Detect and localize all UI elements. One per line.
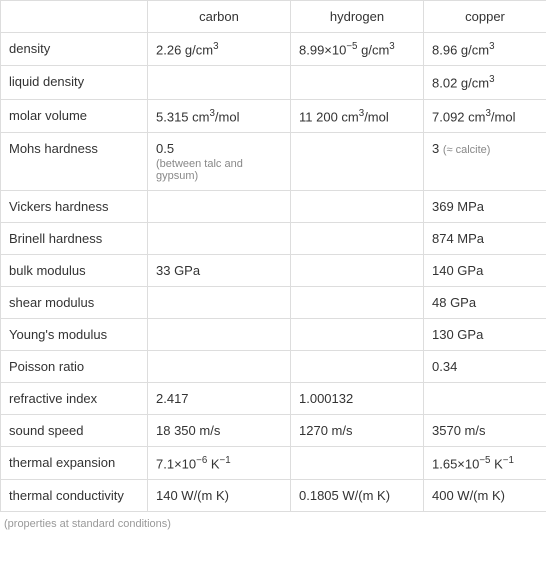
table-row: Mohs hardness0.5(between talc and gypsum… — [1, 132, 546, 190]
table-row: thermal conductivity140 W/(m K)0.1805 W/… — [1, 480, 546, 512]
cell-carbon — [148, 286, 291, 318]
table-row: bulk modulus33 GPa 140 GPa — [1, 254, 546, 286]
row-label: density — [1, 33, 148, 66]
cell-hydrogen — [291, 190, 424, 222]
table-row: sound speed18 350 m/s1270 m/s3570 m/s — [1, 414, 546, 446]
row-label: sound speed — [1, 414, 148, 446]
cell-hydrogen — [291, 318, 424, 350]
row-label: bulk modulus — [1, 254, 148, 286]
row-label: refractive index — [1, 382, 148, 414]
cell-copper: 7.092 cm3/mol — [424, 99, 546, 132]
cell-copper: 8.96 g/cm3 — [424, 33, 546, 66]
cell-carbon — [148, 350, 291, 382]
table-row: Brinell hardness 874 MPa — [1, 222, 546, 254]
cell-copper: 369 MPa — [424, 190, 546, 222]
cell-copper: 8.02 g/cm3 — [424, 66, 546, 99]
cell-hydrogen: 1270 m/s — [291, 414, 424, 446]
cell-hydrogen — [291, 446, 424, 479]
cell-carbon — [148, 66, 291, 99]
cell-note: (between talc and gypsum) — [156, 158, 282, 182]
cell-hydrogen — [291, 286, 424, 318]
cell-carbon: 7.1×10−6 K−1 — [148, 446, 291, 479]
table-row: liquid density 8.02 g/cm3 — [1, 66, 546, 99]
cell-copper: 0.34 — [424, 350, 546, 382]
table-row: molar volume5.315 cm3/mol11 200 cm3/mol7… — [1, 99, 546, 132]
cell-hydrogen — [291, 132, 424, 190]
row-label: molar volume — [1, 99, 148, 132]
row-label: thermal expansion — [1, 446, 148, 479]
cell-copper: 140 GPa — [424, 254, 546, 286]
cell-carbon: 33 GPa — [148, 254, 291, 286]
cell-carbon: 140 W/(m K) — [148, 480, 291, 512]
table-row: shear modulus 48 GPa — [1, 286, 546, 318]
row-label: Mohs hardness — [1, 132, 148, 190]
header-hydrogen: hydrogen — [291, 1, 424, 33]
cell-carbon: 0.5(between talc and gypsum) — [148, 132, 291, 190]
properties-table: carbon hydrogen copper density2.26 g/cm3… — [0, 0, 546, 512]
cell-carbon: 18 350 m/s — [148, 414, 291, 446]
header-copper: copper — [424, 1, 546, 33]
table-row: thermal expansion7.1×10−6 K−1 1.65×10−5 K… — [1, 446, 546, 479]
row-label: liquid density — [1, 66, 148, 99]
cell-hydrogen — [291, 222, 424, 254]
cell-copper: 400 W/(m K) — [424, 480, 546, 512]
cell-copper — [424, 382, 546, 414]
cell-hydrogen — [291, 254, 424, 286]
row-label: Young's modulus — [1, 318, 148, 350]
cell-hydrogen: 0.1805 W/(m K) — [291, 480, 424, 512]
cell-carbon: 2.26 g/cm3 — [148, 33, 291, 66]
cell-copper: 130 GPa — [424, 318, 546, 350]
table-row: refractive index2.4171.000132 — [1, 382, 546, 414]
cell-carbon — [148, 318, 291, 350]
row-label: thermal conductivity — [1, 480, 148, 512]
cell-carbon: 2.417 — [148, 382, 291, 414]
header-row: carbon hydrogen copper — [1, 1, 546, 33]
cell-copper: 48 GPa — [424, 286, 546, 318]
row-label: shear modulus — [1, 286, 148, 318]
row-label: Vickers hardness — [1, 190, 148, 222]
cell-copper: 3 (≈ calcite) — [424, 132, 546, 190]
cell-hydrogen — [291, 66, 424, 99]
cell-carbon — [148, 222, 291, 254]
cell-hydrogen: 1.000132 — [291, 382, 424, 414]
table-row: Vickers hardness 369 MPa — [1, 190, 546, 222]
table-row: Young's modulus 130 GPa — [1, 318, 546, 350]
cell-copper: 1.65×10−5 K−1 — [424, 446, 546, 479]
table-body: density2.26 g/cm38.99×10−5 g/cm38.96 g/c… — [1, 33, 546, 512]
cell-carbon — [148, 190, 291, 222]
table-row: density2.26 g/cm38.99×10−5 g/cm38.96 g/c… — [1, 33, 546, 66]
footer-note: (properties at standard conditions) — [0, 512, 546, 536]
header-carbon: carbon — [148, 1, 291, 33]
cell-hydrogen: 11 200 cm3/mol — [291, 99, 424, 132]
table-row: Poisson ratio 0.34 — [1, 350, 546, 382]
row-label: Brinell hardness — [1, 222, 148, 254]
cell-copper: 874 MPa — [424, 222, 546, 254]
cell-hydrogen: 8.99×10−5 g/cm3 — [291, 33, 424, 66]
cell-carbon: 5.315 cm3/mol — [148, 99, 291, 132]
row-label: Poisson ratio — [1, 350, 148, 382]
header-blank — [1, 1, 148, 33]
cell-copper: 3570 m/s — [424, 414, 546, 446]
cell-hydrogen — [291, 350, 424, 382]
